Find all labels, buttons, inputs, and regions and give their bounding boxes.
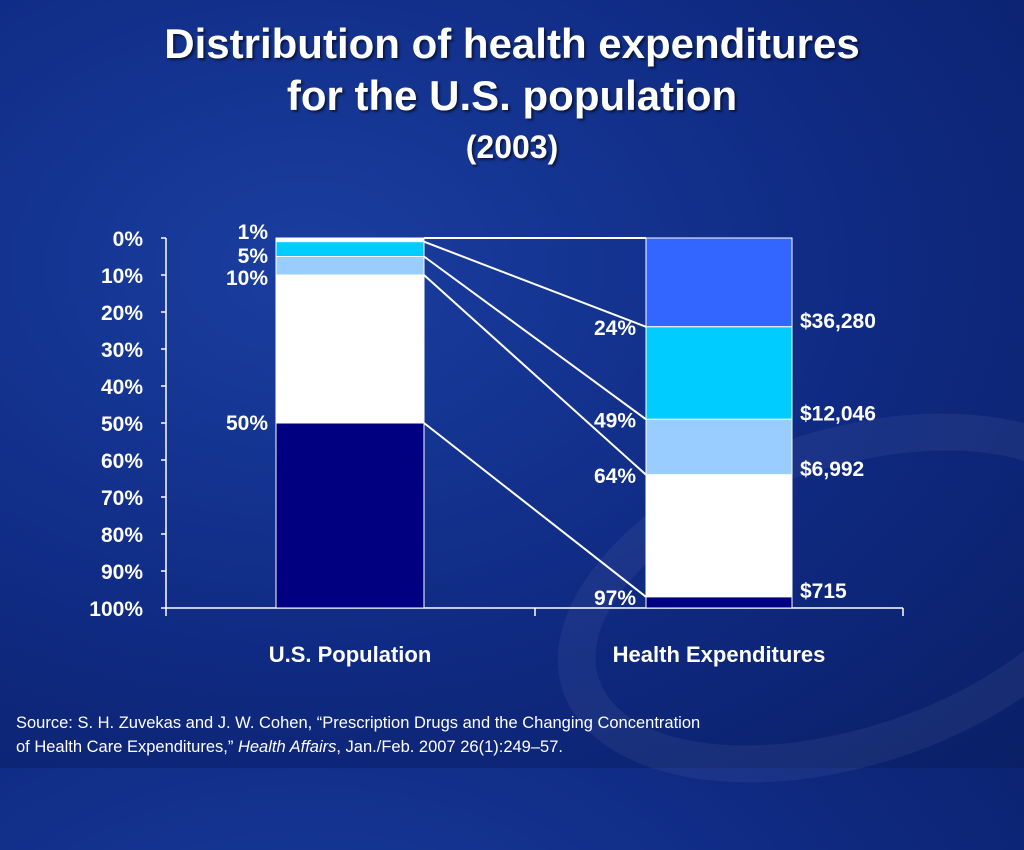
population-segment <box>275 241 425 257</box>
title-line-2: for the U.S. population <box>286 72 738 119</box>
dollar-label: $6,992 <box>800 458 864 481</box>
title-year: (2003) <box>465 129 559 165</box>
connector-line <box>423 274 647 476</box>
expenditure-pct-label: 97% <box>594 587 636 610</box>
slide-title: Distribution of health expenditures for … <box>0 18 1024 168</box>
x-category-label: Health Expenditures <box>613 642 826 667</box>
population-pct-label: 50% <box>226 412 268 435</box>
y-tick-label: 40% <box>101 376 143 399</box>
expenditure-pct-label: 49% <box>594 409 636 432</box>
dollar-label: $36,280 <box>800 310 876 333</box>
source-line-2-start: of Health Care Expenditures,” <box>16 738 238 756</box>
population-segment <box>275 237 425 243</box>
expenditure-pct-label: 24% <box>594 317 636 340</box>
expenditure-segment <box>645 237 793 328</box>
x-category-label: U.S. Population <box>269 642 432 667</box>
connector-line <box>423 255 647 421</box>
source-journal: Health Affairs <box>237 738 337 756</box>
y-tick-label: 70% <box>101 487 143 510</box>
population-pct-label: 10% <box>226 267 268 290</box>
y-tick-label: 0% <box>113 228 144 251</box>
y-tick-label: 10% <box>101 265 143 288</box>
population-segment <box>275 274 425 424</box>
y-tick-label: 60% <box>101 450 143 473</box>
source-line-1: Source: S. H. Zuvekas and J. W. Cohen, “… <box>16 714 701 732</box>
stacked-bar-chart: 0% 10% 20% 30% 40% 50% 60% 70% 80% 90% 100% U.S. Po… <box>89 221 876 667</box>
population-pct-label: 1% <box>238 221 269 244</box>
y-tick-label: 90% <box>101 561 143 584</box>
dollar-label: $12,046 <box>800 402 876 425</box>
title-line-1: Distribution of health expenditures <box>164 20 860 67</box>
expenditure-segment <box>645 474 793 598</box>
connector-line <box>423 240 647 328</box>
dollar-label: $715 <box>800 580 847 603</box>
population-segment <box>275 422 425 609</box>
expenditure-segment <box>645 596 793 609</box>
expenditure-pct-label: 64% <box>594 465 636 488</box>
expenditure-segment <box>645 418 793 476</box>
y-tick-label: 20% <box>101 302 143 325</box>
source-citation: Source: S. H. Zuvekas and J. W. Cohen, “… <box>16 711 700 759</box>
source-line-2-end: , Jan./Feb. 2007 26(1):249–57. <box>336 738 563 756</box>
population-pct-label: 5% <box>238 245 269 268</box>
y-tick-label: 80% <box>101 524 143 547</box>
connector-line <box>423 422 647 598</box>
population-segment <box>275 256 425 276</box>
y-tick-label: 30% <box>101 339 143 362</box>
y-tick-label: 100% <box>89 598 143 621</box>
expenditure-segment <box>645 326 793 420</box>
y-tick-label: 50% <box>101 413 143 436</box>
